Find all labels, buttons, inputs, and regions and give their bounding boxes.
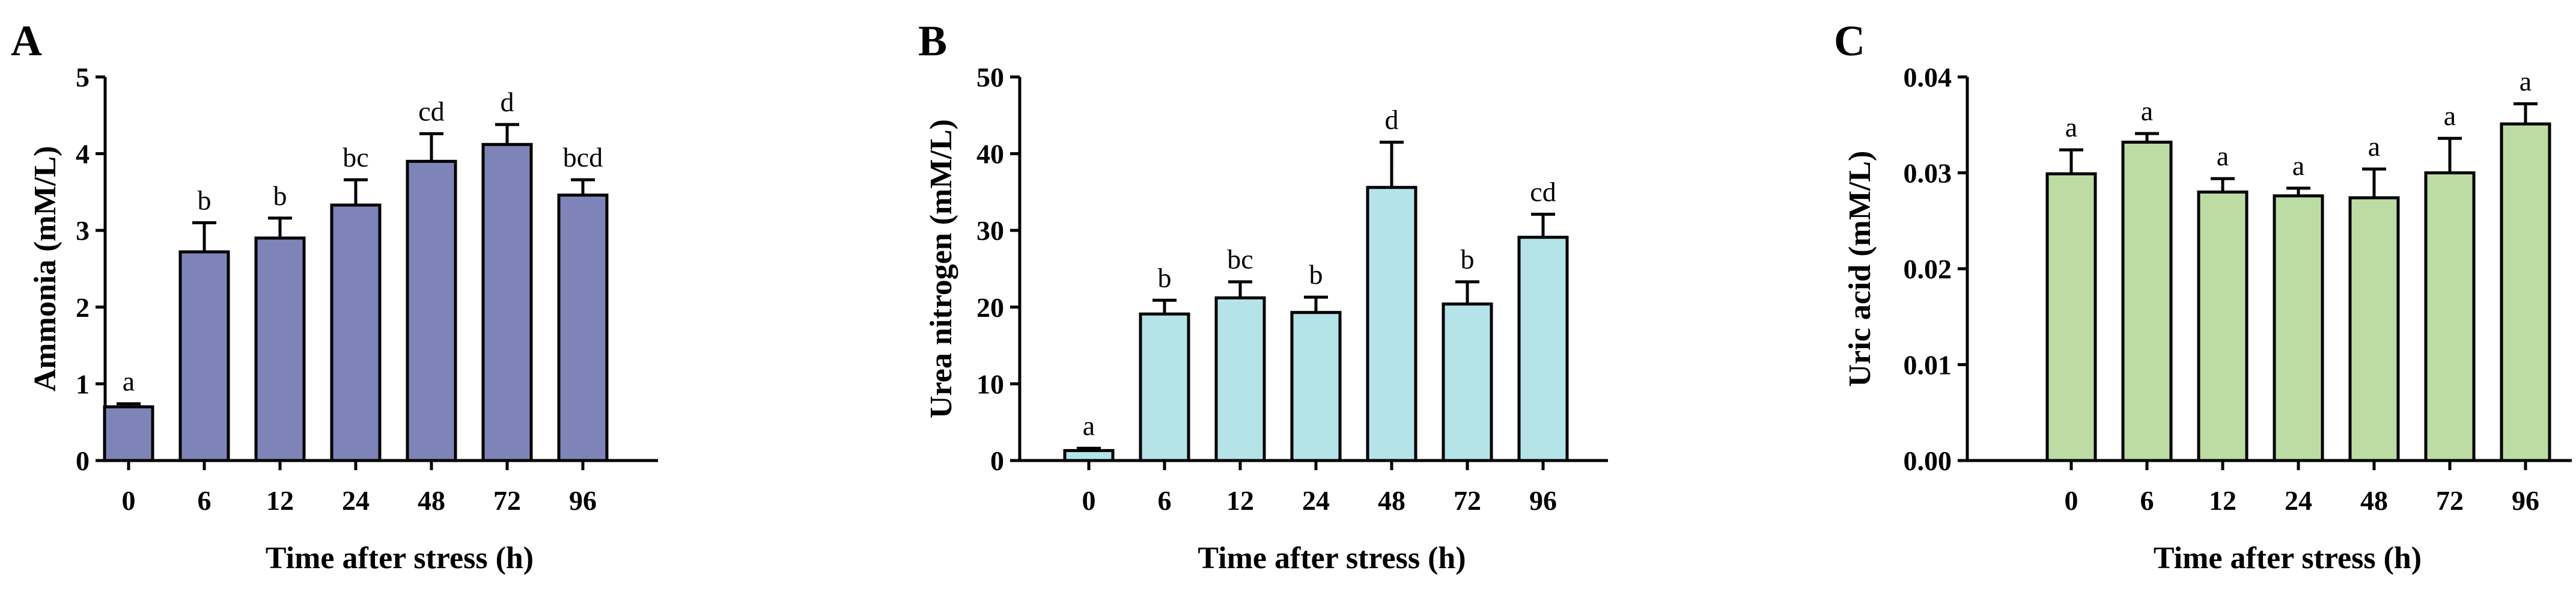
y-tick-label: 0 (76, 445, 90, 476)
x-tick-label: 6 (2140, 485, 2154, 516)
y-tick-label: 2 (76, 292, 90, 323)
panel-b: B 0 10 20 30 40 50 Urea nitrogen (mM/L) a 0 b 6 bc 12… (918, 17, 1608, 575)
x-tick-label: 48 (2360, 485, 2388, 516)
x-tick-label: 48 (418, 485, 445, 516)
x-tick-label: 0 (122, 485, 136, 516)
significance-label: a (123, 366, 135, 397)
significance-label: b (1309, 259, 1323, 290)
significance-label: b (1158, 262, 1172, 293)
x-tick-label: 24 (342, 485, 370, 516)
y-tick-label: 0.00 (1904, 445, 1952, 476)
significance-label: b (1461, 244, 1475, 275)
y-axis-title: Ammonia (mM/L) (28, 146, 62, 392)
y-tick-label: 30 (976, 215, 1004, 246)
bar (178, 250, 230, 462)
y-tick-label: 5 (76, 62, 90, 93)
x-tick-label: 96 (569, 485, 597, 516)
y-tick-label: 0.04 (1904, 62, 1952, 93)
bar (103, 405, 154, 462)
x-tick-label: 72 (2436, 485, 2464, 516)
bar (1290, 311, 1342, 462)
significance-label: bcd (563, 142, 603, 173)
significance-label: a (2141, 96, 2153, 126)
significance-label: a (2292, 150, 2304, 181)
significance-label: cd (1530, 176, 1556, 207)
x-axis-title: Time after stress (h) (2154, 541, 2422, 575)
significance-label: b (273, 180, 287, 211)
panel-letter: A (11, 17, 42, 65)
bar (1442, 302, 1493, 462)
y-tick-label: 10 (976, 369, 1004, 399)
bar (2197, 190, 2249, 462)
x-tick-label: 24 (1302, 485, 1330, 516)
y-tick-label: 40 (976, 139, 1004, 170)
x-tick-label: 48 (1378, 485, 1405, 516)
bar (2424, 171, 2476, 462)
y-tick-label: 50 (976, 62, 1004, 93)
bar (2121, 140, 2173, 462)
y-tick-label: 0.02 (1904, 254, 1952, 284)
significance-label: b (198, 185, 212, 215)
bar (2348, 196, 2400, 462)
panel-letter: C (1834, 17, 1865, 65)
x-axis-title: Time after stress (h) (266, 541, 534, 575)
significance-label: cd (418, 96, 444, 126)
bar (1517, 236, 1569, 462)
significance-label: a (1083, 411, 1095, 441)
bar (2045, 172, 2097, 462)
bar (254, 236, 306, 462)
bar (1366, 186, 1417, 462)
x-tick-label: 6 (1158, 485, 1172, 516)
bar (2273, 194, 2324, 462)
x-tick-label: 72 (493, 485, 521, 516)
y-tick-label: 3 (76, 215, 90, 246)
significance-label: a (2444, 100, 2456, 131)
bar (481, 142, 533, 462)
significance-label: a (2065, 112, 2077, 142)
y-tick-label: 20 (976, 292, 1004, 323)
panel-letter: B (918, 17, 947, 65)
bar (1139, 312, 1190, 462)
y-tick-label: 0 (990, 445, 1004, 476)
x-tick-label: 12 (266, 485, 294, 516)
x-axis-title: Time after stress (h) (1198, 541, 1466, 575)
x-tick-label: 72 (1454, 485, 1481, 516)
significance-label: a (2520, 66, 2532, 97)
significance-label: bc (343, 142, 368, 173)
significance-label: d (1385, 104, 1399, 135)
x-tick-label: 24 (2285, 485, 2312, 516)
bar (406, 159, 457, 462)
bar (1214, 296, 1266, 462)
panel-c: C 0.00 0.01 0.02 0.03 0.04 Uric acid (mM/L) a 0 a… (1834, 17, 2572, 575)
y-axis-title: Urea nitrogen (mM/L) (924, 119, 958, 418)
x-tick-label: 0 (2065, 485, 2078, 516)
significance-label: a (2368, 131, 2380, 162)
bar (2500, 122, 2551, 462)
x-tick-label: 96 (1529, 485, 1557, 516)
x-tick-label: 12 (2209, 485, 2236, 516)
y-tick-label: 0.03 (1904, 158, 1952, 189)
significance-label: d (501, 87, 514, 117)
y-tick-label: 0.01 (1904, 350, 1952, 381)
bar (330, 203, 382, 462)
significance-label: a (2217, 141, 2229, 171)
x-tick-label: 0 (1082, 485, 1096, 516)
x-tick-label: 96 (2512, 485, 2539, 516)
y-tick-label: 4 (76, 139, 90, 170)
y-tick-label: 1 (76, 369, 90, 399)
x-tick-label: 12 (1226, 485, 1254, 516)
bar (557, 194, 609, 462)
significance-label: bc (1227, 244, 1253, 275)
y-axis-title: Uric acid (mM/L) (1843, 151, 1877, 387)
x-tick-label: 6 (198, 485, 212, 516)
